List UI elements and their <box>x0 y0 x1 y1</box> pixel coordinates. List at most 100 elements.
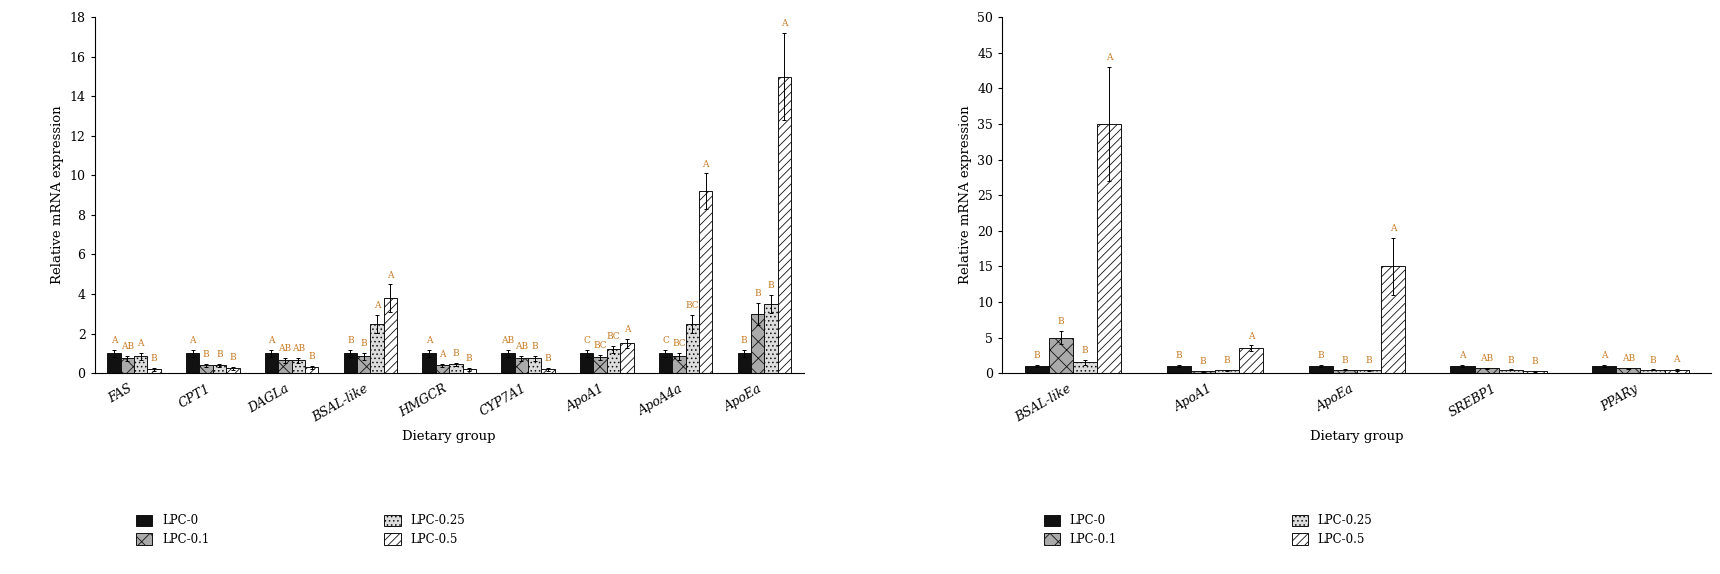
Text: BC: BC <box>607 332 621 341</box>
Text: AB: AB <box>292 344 304 353</box>
Text: B: B <box>1223 356 1230 365</box>
Bar <box>370 324 384 373</box>
Bar <box>528 358 542 373</box>
Text: A: A <box>781 20 788 28</box>
Text: A: A <box>1390 224 1397 233</box>
Bar <box>358 356 370 373</box>
Bar <box>292 360 304 373</box>
Bar <box>1097 124 1121 373</box>
X-axis label: Dietary group: Dietary group <box>402 430 495 443</box>
Text: AB: AB <box>1622 354 1636 363</box>
Bar <box>200 365 213 373</box>
X-axis label: Dietary group: Dietary group <box>1311 430 1404 443</box>
Bar <box>1309 366 1333 373</box>
Text: A: A <box>1106 53 1113 63</box>
Y-axis label: Relative mRNA expression: Relative mRNA expression <box>52 106 64 285</box>
Text: B: B <box>1058 317 1065 327</box>
Text: B: B <box>1318 351 1324 360</box>
Bar <box>148 369 160 373</box>
Bar <box>1617 369 1641 373</box>
Text: BC: BC <box>686 301 698 310</box>
Text: A: A <box>189 336 196 345</box>
Text: BC: BC <box>673 339 686 348</box>
Bar <box>134 356 148 373</box>
Text: B: B <box>1199 357 1206 366</box>
Bar <box>1025 366 1049 373</box>
Bar <box>463 369 476 373</box>
Text: B: B <box>1342 356 1348 364</box>
Bar <box>764 304 777 373</box>
Legend: LPC-0.25, LPC-0.5: LPC-0.25, LPC-0.5 <box>1292 514 1373 546</box>
Text: BC: BC <box>593 342 607 350</box>
Text: B: B <box>1507 356 1514 364</box>
Bar <box>1073 362 1097 373</box>
Text: A: A <box>373 301 380 310</box>
Bar <box>752 314 764 373</box>
Text: B: B <box>1175 351 1182 360</box>
Text: A: A <box>1459 351 1465 360</box>
Text: C: C <box>583 336 590 345</box>
Bar <box>186 354 200 373</box>
Bar <box>279 360 292 373</box>
Text: B: B <box>741 336 748 345</box>
Text: C: C <box>662 336 669 345</box>
Bar <box>344 354 358 373</box>
Bar <box>738 354 752 373</box>
Text: B: B <box>452 349 459 358</box>
Bar <box>1665 370 1689 373</box>
Bar <box>384 298 397 373</box>
Bar <box>1049 338 1073 373</box>
Text: AB: AB <box>279 344 291 353</box>
Text: B: B <box>1082 346 1089 355</box>
Text: B: B <box>767 281 774 290</box>
Bar <box>107 354 120 373</box>
Text: A: A <box>702 160 709 169</box>
Text: AB: AB <box>120 342 134 351</box>
Bar <box>1498 370 1522 373</box>
Bar <box>698 191 712 373</box>
Text: B: B <box>1649 356 1656 364</box>
Text: A: A <box>138 339 144 348</box>
Bar <box>1593 366 1617 373</box>
Bar <box>621 343 633 373</box>
Bar <box>1357 370 1381 373</box>
Bar <box>423 354 435 373</box>
Text: AB: AB <box>1479 354 1493 363</box>
Bar <box>777 76 791 373</box>
Bar <box>542 369 556 373</box>
Bar <box>1522 371 1546 373</box>
Bar <box>1641 370 1665 373</box>
Text: A: A <box>1674 355 1680 364</box>
Text: A: A <box>387 270 394 280</box>
Bar <box>435 365 449 373</box>
Bar <box>449 364 463 373</box>
Bar <box>1333 370 1357 373</box>
Bar <box>686 324 698 373</box>
Text: B: B <box>151 354 158 363</box>
Text: B: B <box>229 353 236 362</box>
Text: A: A <box>1601 351 1608 360</box>
Text: A: A <box>268 336 275 345</box>
Text: A: A <box>427 336 432 345</box>
Text: B: B <box>545 354 552 363</box>
Bar <box>593 357 607 373</box>
Text: B: B <box>308 352 315 361</box>
Bar <box>1450 366 1474 373</box>
Bar <box>1474 369 1498 373</box>
Text: B: B <box>1034 351 1041 360</box>
Text: B: B <box>1366 356 1373 365</box>
Bar <box>213 365 227 373</box>
Bar <box>227 368 239 373</box>
Bar <box>120 358 134 373</box>
Text: B: B <box>361 339 366 348</box>
Text: B: B <box>203 350 210 359</box>
Text: A: A <box>439 350 445 359</box>
Bar <box>265 354 279 373</box>
Text: B: B <box>1531 357 1538 366</box>
Bar <box>304 367 318 373</box>
Text: AB: AB <box>514 342 528 351</box>
Bar <box>1238 348 1262 373</box>
Bar <box>1381 266 1405 373</box>
Bar <box>607 350 621 373</box>
Text: B: B <box>531 342 538 351</box>
